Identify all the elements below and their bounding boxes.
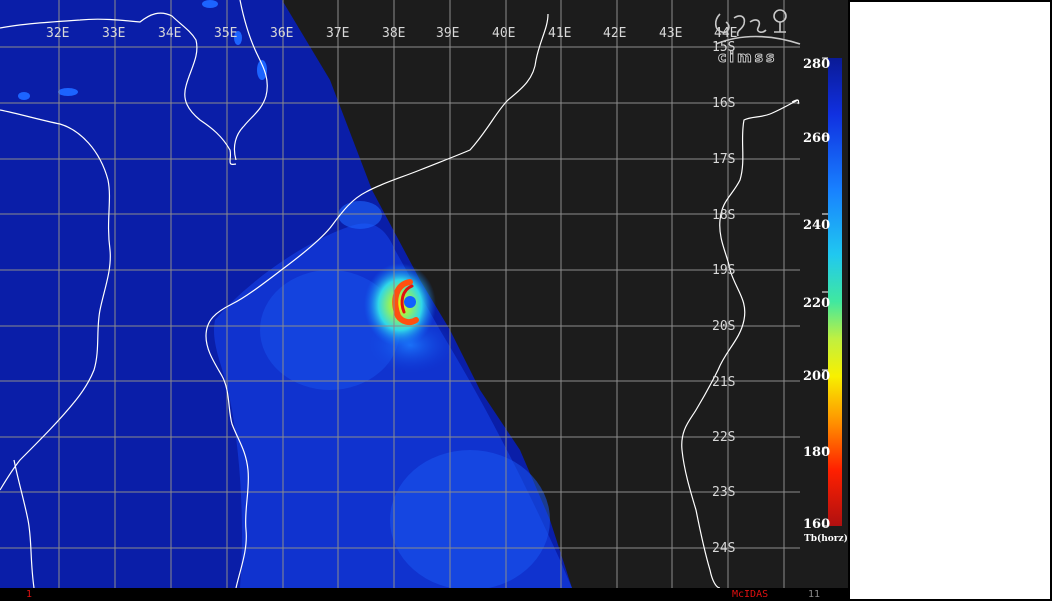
colorbar-unit-label: Tb(horz): [804, 533, 848, 544]
lat-label: 24S: [712, 541, 735, 556]
lon-label: 41E: [548, 26, 571, 41]
logo-swirl: [714, 13, 730, 34]
lon-label: 39E: [436, 26, 459, 41]
cloud-patch-south: [390, 450, 550, 588]
lat-label: 21S: [712, 375, 735, 390]
lat-label: 16S: [712, 96, 735, 111]
longitude-labels: 32E 33E 34E 35E 36E 37E 38E 39E 40E 41E …: [46, 26, 737, 41]
eyewall-warm-arc: [392, 279, 419, 326]
country-border-central: [0, 109, 111, 491]
lon-label: 38E: [382, 26, 405, 41]
colorbar-ticks: [822, 57, 828, 527]
frame-count: 11: [808, 589, 821, 600]
colorbar-tick-label: 180: [803, 445, 830, 460]
cloud-spot-3: [18, 92, 30, 100]
cyclone-eye: [404, 296, 416, 308]
lon-label: 43E: [659, 26, 682, 41]
logo-arc: [715, 35, 801, 45]
lat-label: 17S: [712, 152, 735, 167]
lat-label: 23S: [712, 485, 735, 500]
mozambique-coastline: [205, 13, 549, 588]
lat-label: 22S: [712, 430, 735, 445]
country-border-west: [0, 12, 237, 165]
lon-label: 42E: [603, 26, 626, 41]
madagascar-coastline: [681, 99, 799, 588]
colorbar-tick-label: 260: [803, 131, 830, 146]
lon-label: 33E: [102, 26, 125, 41]
cloud-patch-north: [338, 201, 382, 229]
status-bar: 1 McIDAS 11: [0, 588, 848, 601]
logo-swirl-2: [733, 15, 746, 37]
map-canvas: 32E 33E 34E 35E 36E 37E 38E 39E 40E 41E …: [0, 0, 848, 588]
lake-malawi-shore: [233, 0, 268, 161]
logo-dish-stand: [774, 22, 786, 33]
lat-label: 20S: [712, 319, 735, 334]
lat-lon-grid: [0, 0, 800, 588]
colorbar-tick-label: 240: [803, 218, 830, 233]
side-panel: [849, 1, 1051, 600]
frame-number: 1: [26, 589, 33, 600]
satellite-map: 32E 33E 34E 35E 36E 37E 38E 39E 40E 41E …: [0, 0, 848, 588]
logo-text: cimss: [718, 50, 777, 66]
latitude-labels: 15S 16S 17S 18S 19S 20S 21S 22S 23S 24S: [712, 40, 735, 556]
coastlines: [0, 0, 800, 588]
logo-swirl-3: [749, 19, 767, 33]
colorbar-tick-label: 220: [803, 296, 830, 311]
cimss-logo: cimss: [714, 9, 801, 67]
lon-label: 36E: [270, 26, 293, 41]
lat-label: 19S: [712, 263, 735, 278]
colorbar-gradient: [828, 58, 842, 526]
lon-label: 44E: [714, 26, 737, 41]
lon-label: 34E: [158, 26, 181, 41]
lon-label: 35E: [214, 26, 237, 41]
lon-label: 32E: [46, 26, 69, 41]
lon-label: 37E: [326, 26, 349, 41]
colorbar-tick-label: 200: [803, 369, 830, 384]
colorbar-tick-label: 280: [803, 57, 830, 72]
mcidas-label: McIDAS: [732, 589, 769, 600]
colorbar-tick-label: 160: [803, 517, 830, 532]
country-border-south: [13, 459, 35, 588]
madagascar-north-tip: [791, 99, 800, 105]
lat-label: 18S: [712, 208, 735, 223]
cloud-spot-2: [58, 88, 78, 96]
cloud-spot-1: [257, 60, 267, 80]
eyewall-core-arc: [400, 284, 414, 314]
cloud-spot-4: [202, 0, 218, 8]
lon-label: 40E: [492, 26, 515, 41]
cyclone-core: [364, 263, 436, 347]
cloud-spot-5: [234, 31, 242, 45]
colorbar: 280 260 240 220 200 180 160 Tb(horz): [803, 57, 848, 544]
